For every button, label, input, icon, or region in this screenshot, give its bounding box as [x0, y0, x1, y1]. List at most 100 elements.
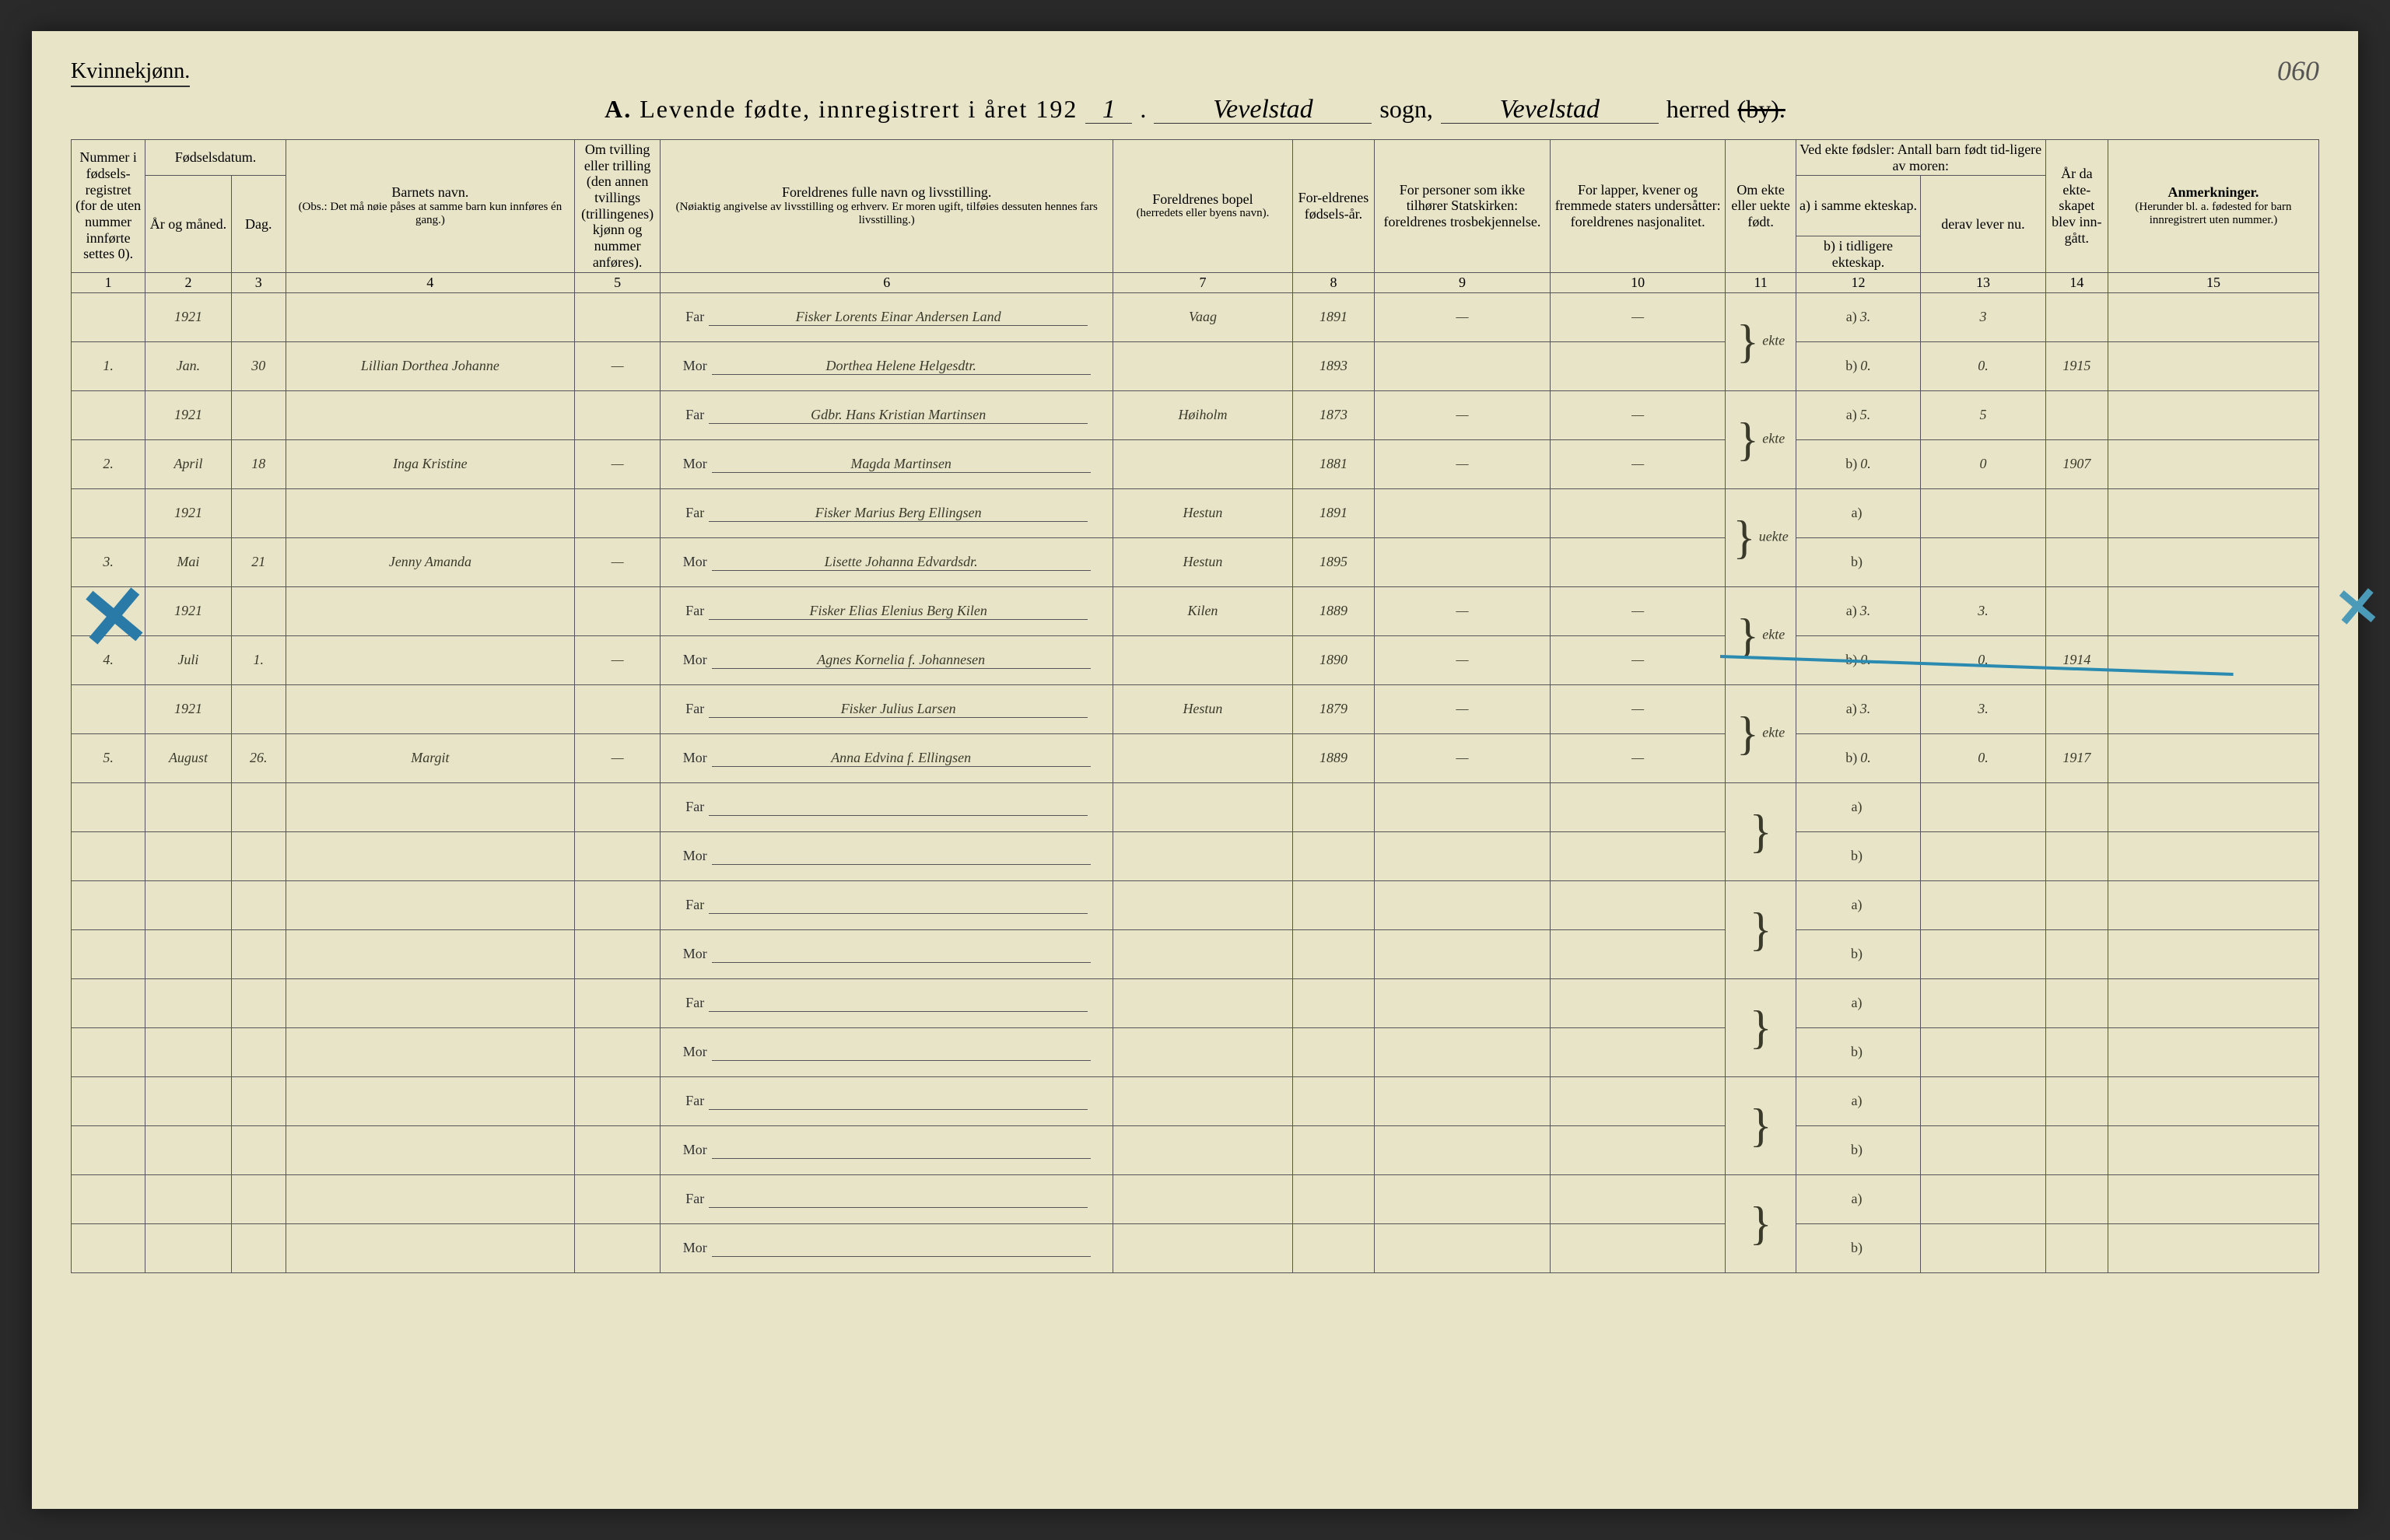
- hdr-child-note: (Obs.: Det må nøie påses at samme barn k…: [289, 201, 571, 228]
- cell: Far: [661, 978, 1113, 1027]
- table-head: Nummer i fødsels-registret (for de uten …: [72, 140, 2319, 293]
- cell: [1550, 978, 1726, 1027]
- cell: [72, 978, 145, 1027]
- cell: 1.: [72, 341, 145, 390]
- cell: Far: [661, 782, 1113, 831]
- cell: [1375, 1125, 1551, 1174]
- hdr-12a: a) i samme ekteskap.: [1796, 176, 1920, 236]
- cell: [1113, 439, 1293, 488]
- cell: [286, 635, 574, 684]
- cell: Far: [661, 1174, 1113, 1223]
- colnum: 1: [72, 272, 145, 292]
- cell: [231, 1027, 286, 1076]
- cell: [231, 1125, 286, 1174]
- cell: [1292, 1223, 1374, 1272]
- sogn-blank: Vevelstad: [1154, 96, 1372, 124]
- cell: 1921: [145, 390, 231, 439]
- cell: [574, 1125, 660, 1174]
- cell: FarFisker Elias Elenius Berg Kilen: [661, 586, 1113, 635]
- cell: Juli: [145, 635, 231, 684]
- year-suffix: 1: [1085, 96, 1132, 124]
- cell: b): [1796, 537, 1920, 586]
- blue-x-mark-right: ✕: [2332, 574, 2383, 642]
- cell: [2108, 635, 2318, 684]
- cell: —: [574, 439, 660, 488]
- cell: FarFisker Marius Berg Ellingsen: [661, 488, 1113, 537]
- cell: [72, 880, 145, 929]
- cell: [2108, 684, 2318, 733]
- top-row: Kvinnekjønn. 060: [71, 54, 2319, 87]
- cell: [1113, 1027, 1293, 1076]
- cell: [286, 1076, 574, 1125]
- cell: [1292, 1174, 1374, 1223]
- cell: April: [145, 439, 231, 488]
- cell: [2045, 978, 2108, 1027]
- hdr-child-title: Barnets navn.: [289, 184, 571, 201]
- cell: [72, 1125, 145, 1174]
- cell: [72, 1174, 145, 1223]
- cell: [574, 488, 660, 537]
- cell: [2108, 1174, 2318, 1223]
- cell: [2045, 586, 2108, 635]
- cell: [1550, 1223, 1726, 1272]
- cell: a)3.: [1796, 586, 1920, 635]
- cell: 1889: [1292, 586, 1374, 635]
- cell: 1921: [145, 488, 231, 537]
- cell: [2045, 537, 2108, 586]
- cell: [72, 488, 145, 537]
- cell: [1550, 1027, 1726, 1076]
- hdr-bopel-note: (herredets eller byens navn).: [1116, 207, 1289, 220]
- cell: 0.: [1921, 635, 2045, 684]
- cell: [574, 978, 660, 1027]
- title-period: .: [1140, 95, 1146, 124]
- cell: [574, 684, 660, 733]
- page-number: 060: [2277, 54, 2319, 87]
- hdr-marryear: År da ekte-skapet blev inn-gått.: [2045, 140, 2108, 273]
- cell: [1921, 1174, 2045, 1223]
- cell: MorDorthea Helene Helgesdtr.: [661, 341, 1113, 390]
- cell: Far: [661, 880, 1113, 929]
- cell: [1375, 831, 1551, 880]
- register-page: Kvinnekjønn. 060 A. Levende fødte, innre…: [32, 31, 2358, 1509]
- entry-row-mor: 4.Juli1.—MorAgnes Kornelia f. Johannesen…: [72, 635, 2319, 684]
- blue-x-mark-left: ✕: [75, 565, 155, 671]
- cell: [1375, 929, 1551, 978]
- cell: [1113, 1174, 1293, 1223]
- blank-row: Far }a): [72, 880, 2319, 929]
- cell: [72, 390, 145, 439]
- cell: [1550, 1174, 1726, 1223]
- cell: 0.: [1921, 341, 2045, 390]
- cell: [286, 880, 574, 929]
- cell: a): [1796, 1174, 1920, 1223]
- cell: [574, 929, 660, 978]
- cell: b): [1796, 1027, 1920, 1076]
- cell: [1375, 537, 1551, 586]
- cell: Mor: [661, 1223, 1113, 1272]
- cell: [1113, 929, 1293, 978]
- cell: } ekte: [1726, 684, 1796, 782]
- cell: [1550, 880, 1726, 929]
- cell: 18: [231, 439, 286, 488]
- entry-row-mor: 5.August26.Margit—MorAnna Edvina f. Elli…: [72, 733, 2319, 782]
- cell: [1292, 782, 1374, 831]
- cell: 1891: [1292, 488, 1374, 537]
- cell: 3.: [1921, 586, 2045, 635]
- cell: a): [1796, 880, 1920, 929]
- cell: [231, 586, 286, 635]
- colnum: 7: [1113, 272, 1293, 292]
- cell: 1915: [2045, 341, 2108, 390]
- cell: [1113, 733, 1293, 782]
- cell: Hestun: [1113, 537, 1293, 586]
- cell: [1375, 341, 1551, 390]
- cell: [1292, 1125, 1374, 1174]
- cell: [1375, 1027, 1551, 1076]
- entry-row-far: 1921FarFisker Julius LarsenHestun1879——}…: [72, 684, 2319, 733]
- cell: 1921: [145, 292, 231, 341]
- cell: [2108, 341, 2318, 390]
- cell: [2108, 929, 2318, 978]
- cell: [1550, 929, 1726, 978]
- cell: [1292, 880, 1374, 929]
- blank-row: Far }a): [72, 782, 2319, 831]
- hdr-legit: Om ekte eller uekte født.: [1726, 140, 1796, 273]
- cell: [72, 929, 145, 978]
